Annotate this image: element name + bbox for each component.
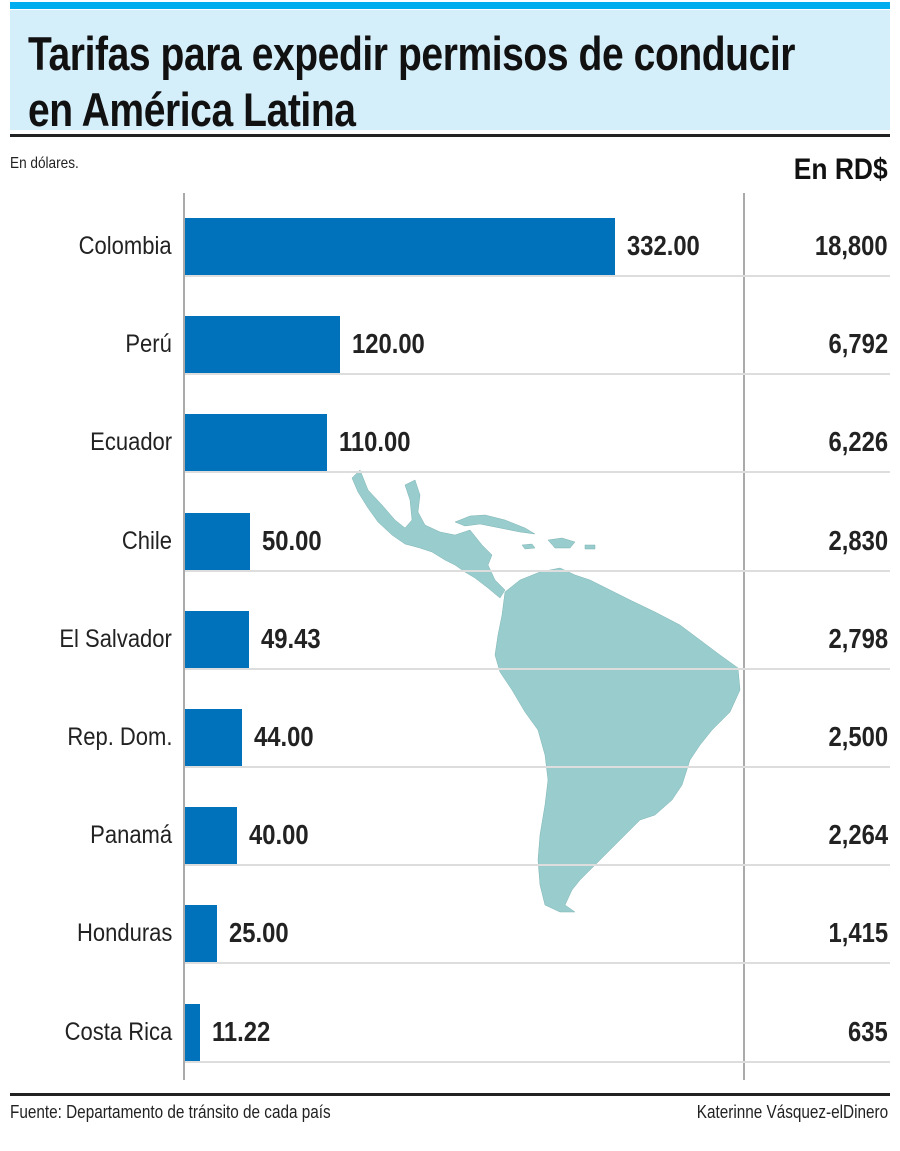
row-gridline bbox=[185, 667, 890, 670]
title-divider bbox=[10, 134, 890, 137]
bar bbox=[185, 610, 250, 669]
map-south-america bbox=[494, 567, 741, 913]
row-gridline bbox=[185, 569, 890, 572]
bar bbox=[185, 905, 218, 964]
category-label: Costa Rica bbox=[64, 1017, 172, 1046]
row-gridline bbox=[185, 962, 890, 965]
bar-value-label: 120.00 bbox=[352, 328, 426, 360]
bar bbox=[185, 512, 250, 571]
title-line-1: Tarifas para expedir permisos de conduci… bbox=[28, 27, 796, 80]
bar-value-label: 49.43 bbox=[261, 622, 321, 654]
rd-value-label: 635 bbox=[848, 1015, 888, 1047]
footer-divider bbox=[10, 1093, 890, 1096]
map-hispaniola bbox=[547, 537, 576, 549]
row-gridline bbox=[185, 373, 890, 376]
rd-value-label: 2,798 bbox=[828, 622, 888, 654]
bar-value-label: 25.00 bbox=[229, 917, 289, 949]
bar bbox=[185, 414, 328, 473]
map-puerto-rico bbox=[584, 544, 596, 550]
bar-value-label: 44.00 bbox=[253, 721, 314, 752]
title-box: Tarifas para expedir permisos de conduci… bbox=[10, 10, 890, 136]
y-axis-line bbox=[183, 193, 185, 1080]
bar-value-label: 40.00 bbox=[248, 819, 309, 851]
rd-value-label: 2,264 bbox=[828, 819, 888, 851]
bar bbox=[185, 1003, 200, 1062]
category-label: Honduras bbox=[76, 919, 172, 948]
rd-value-label: 1,415 bbox=[828, 917, 888, 949]
category-label: El Salvador bbox=[59, 624, 172, 653]
chart-title: Tarifas para expedir permisos de conduci… bbox=[28, 26, 795, 138]
rd-value-label: 2,500 bbox=[828, 721, 888, 752]
category-label: Perú bbox=[125, 330, 172, 359]
unit-label-rd: En RD$ bbox=[794, 153, 888, 186]
row-gridline bbox=[185, 471, 890, 474]
category-label: Panamá bbox=[90, 821, 172, 850]
bar-value-label: 332.00 bbox=[627, 230, 700, 261]
rd-value-label: 2,830 bbox=[828, 524, 888, 556]
title-line-2: en América Latina bbox=[28, 83, 356, 136]
bar-value-label: 11.22 bbox=[212, 1015, 271, 1047]
category-label: Rep. Dom. bbox=[66, 723, 172, 751]
unit-label-usd: En dólares. bbox=[10, 155, 79, 172]
source-note: Fuente: Departamento de tránsito de cada… bbox=[10, 1102, 331, 1122]
category-label: Chile bbox=[121, 526, 172, 555]
category-label: Ecuador bbox=[90, 428, 172, 457]
credit-note: Katerinne Vásquez-elDinero bbox=[696, 1102, 888, 1122]
row-gridline bbox=[185, 864, 890, 867]
row-gridline bbox=[185, 275, 890, 277]
rd-value-label: 6,792 bbox=[828, 328, 888, 360]
category-label: Colombia bbox=[79, 232, 172, 260]
bar-value-label: 50.00 bbox=[261, 524, 322, 556]
bar-value-label: 110.00 bbox=[339, 426, 411, 458]
rd-value-label: 18,800 bbox=[815, 230, 888, 261]
map-mexico-central-america bbox=[351, 469, 506, 599]
rd-column-divider bbox=[743, 193, 745, 1080]
row-gridline bbox=[185, 1060, 890, 1063]
map-jamaica bbox=[521, 543, 536, 550]
row-gridline bbox=[185, 766, 890, 768]
map-cuba bbox=[454, 514, 536, 535]
bar bbox=[185, 709, 242, 767]
bar bbox=[185, 218, 615, 276]
bar bbox=[185, 807, 237, 866]
rd-value-label: 6,226 bbox=[828, 426, 888, 458]
top-accent-bar bbox=[10, 2, 890, 9]
bar bbox=[185, 316, 341, 375]
